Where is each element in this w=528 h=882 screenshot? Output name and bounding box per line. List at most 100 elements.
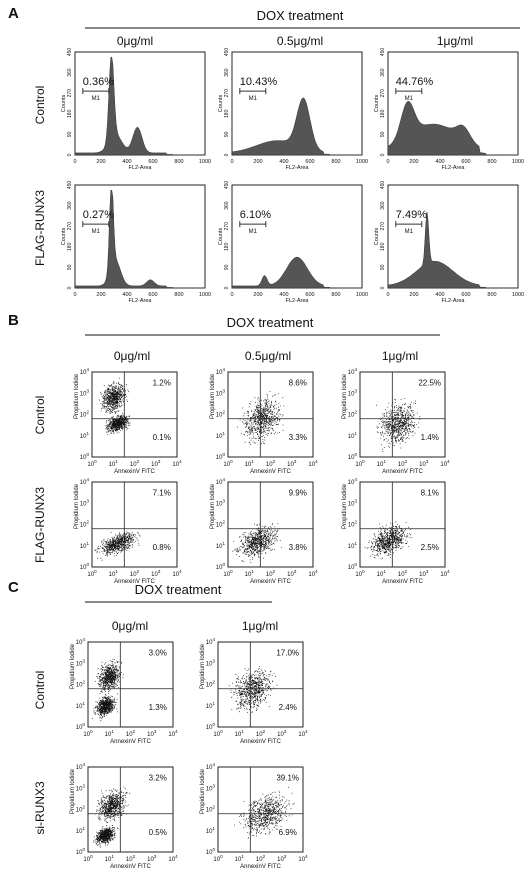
lower-percent: 1.4%	[421, 433, 439, 442]
tick-exponent: 4	[354, 367, 357, 372]
tick-base: 10	[109, 572, 116, 578]
x-tick-label: 102	[398, 459, 408, 468]
tick-exponent: 0	[212, 722, 215, 727]
x-tick-label: 1000	[512, 159, 524, 165]
tick-base: 10	[216, 455, 223, 461]
x-tick-label: 100	[223, 569, 233, 578]
y-tick-label: 104	[206, 762, 216, 771]
x-tick-label: 104	[298, 854, 308, 863]
lower-percent: 1.3%	[149, 703, 167, 712]
x-tick-label: 800	[331, 159, 340, 165]
x-tick-label: 100	[87, 459, 97, 468]
x-tick-label: 800	[331, 292, 340, 298]
y-tick-label: 180	[380, 242, 386, 251]
y-tick-label: 0	[224, 153, 230, 156]
plot-frame	[227, 371, 314, 458]
lower-percent: 0.1%	[153, 433, 171, 442]
x-tick-label: 600	[461, 292, 470, 298]
x-tick-label: 0	[230, 159, 233, 165]
y-tick-label: 270	[224, 89, 230, 98]
y-tick-label: 102	[348, 410, 358, 419]
tick-exponent: 1	[86, 541, 89, 546]
tick-exponent: 0	[86, 562, 89, 567]
y-tick-label: 104	[76, 637, 86, 646]
tick-base: 10	[126, 857, 133, 863]
tick-exponent: 2	[273, 459, 276, 464]
tick-base: 10	[216, 565, 223, 571]
tick-base: 10	[287, 462, 294, 468]
tick-base: 10	[245, 572, 252, 578]
tick-exponent: 3	[154, 729, 157, 734]
x-tick-label: 104	[440, 569, 450, 578]
gate-label: M1	[405, 229, 414, 235]
y-tick-label: 0	[224, 286, 230, 289]
x-tick-label: 0	[386, 292, 389, 298]
y-tick-label: 270	[224, 222, 230, 231]
tick-exponent: 1	[212, 826, 215, 831]
y-tick-label: 180	[67, 242, 73, 251]
y-tick-label: 180	[380, 109, 386, 118]
x-tick-label: 103	[147, 729, 157, 738]
y-tick-label: 101	[348, 431, 358, 440]
tick-exponent: 1	[222, 541, 225, 546]
y-tick-label: 270	[67, 222, 73, 231]
tick-base: 10	[147, 732, 154, 738]
tick-exponent: 3	[82, 783, 85, 788]
lower-percent: 3.8%	[289, 543, 307, 552]
tick-base: 10	[287, 572, 294, 578]
dot-cloud	[99, 377, 131, 435]
x-tick-label: 600	[148, 159, 157, 165]
tick-base: 10	[80, 370, 87, 376]
upper-percent: 22.5%	[418, 379, 441, 388]
tick-base: 10	[440, 462, 447, 468]
tick-base: 10	[80, 455, 87, 461]
y-tick-label: 360	[67, 201, 73, 210]
dot-cloud	[376, 398, 421, 452]
lower-percent: 6.9%	[279, 828, 297, 837]
tick-base: 10	[348, 434, 355, 440]
y-tick-label: 90	[67, 264, 73, 270]
tick-exponent: 0	[86, 452, 89, 457]
plot-frame	[217, 766, 304, 853]
tick-exponent: 0	[94, 569, 97, 574]
tick-base: 10	[130, 572, 137, 578]
x-tick-label: 800	[487, 159, 496, 165]
y-tick-label: 0	[67, 286, 73, 289]
y-tick-label: 102	[76, 680, 86, 689]
tick-base: 10	[216, 480, 223, 486]
tick-base: 10	[76, 850, 83, 856]
tick-exponent: 0	[220, 729, 223, 734]
y-tick-label: 90	[67, 131, 73, 137]
x-tick-label: 104	[440, 459, 450, 468]
y-tick-label: 104	[80, 367, 90, 376]
tick-exponent: 3	[222, 388, 225, 393]
upper-percent: 17.0%	[276, 649, 299, 658]
tick-base: 10	[76, 661, 83, 667]
x-tick-label: 103	[287, 459, 297, 468]
y-tick-label: 360	[380, 201, 386, 210]
tick-exponent: 4	[179, 459, 182, 464]
y-tick-label: 90	[224, 264, 230, 270]
tick-exponent: 1	[82, 826, 85, 831]
x-axis-label: AnnexinV FITC	[114, 469, 155, 475]
y-axis-label: Propidium Iodide	[200, 768, 206, 814]
x-tick-label: 103	[151, 459, 161, 468]
histogram	[231, 256, 362, 289]
y-tick-label: 180	[67, 109, 73, 118]
tick-exponent: 1	[111, 729, 114, 734]
column-header: 0.5μg/ml	[277, 34, 323, 48]
tick-base: 10	[206, 786, 213, 792]
tick-base: 10	[76, 786, 83, 792]
x-axis-label: FL2-Area	[442, 298, 466, 304]
row-label: FLAG-RUNX3	[33, 487, 47, 563]
y-tick-label: 270	[67, 89, 73, 98]
tick-exponent: 2	[133, 729, 136, 734]
x-axis-label: AnnexinV FITC	[382, 469, 423, 475]
y-axis-label: Counts	[374, 95, 380, 113]
x-tick-label: 100	[355, 569, 365, 578]
gate-label: M1	[92, 96, 101, 102]
gate-bracket	[395, 221, 423, 228]
panel-label: C	[8, 579, 19, 596]
tick-exponent: 4	[447, 569, 450, 574]
